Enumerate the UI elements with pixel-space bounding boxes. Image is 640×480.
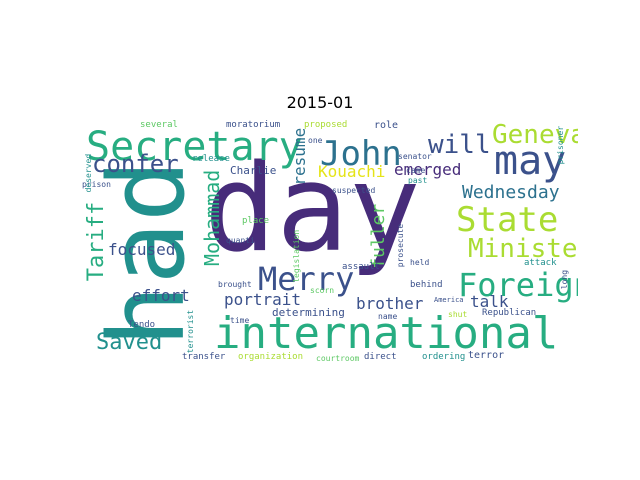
- cloud-word-wednesday: Wednesday: [462, 182, 560, 203]
- cloud-word-minister: Minister: [468, 234, 578, 264]
- cloud-word-portrait: portrait: [224, 290, 301, 309]
- cloud-word-had: had: [86, 159, 208, 347]
- cloud-word-merry: Merry: [258, 260, 354, 298]
- cloud-word-brought: brought: [218, 280, 252, 289]
- cloud-word-mohammad: Mohammad: [200, 170, 224, 266]
- cloud-word-proposed: proposed: [304, 120, 347, 130]
- cloud-word-several: several: [140, 120, 178, 130]
- cloud-word-role: role: [374, 120, 398, 131]
- cloud-word-state: State: [456, 200, 558, 240]
- cloud-word-time: time: [230, 316, 249, 325]
- cloud-word-kouachi: Kouachi: [318, 162, 385, 181]
- cloud-word-determining: determining: [272, 306, 345, 319]
- cloud-word-organization: organization: [238, 352, 303, 362]
- word-cloud: had day international Secretary John may will G…: [82, 120, 578, 368]
- cloud-word-brother: brother: [356, 294, 424, 313]
- figure-title: 2015-01: [286, 93, 354, 112]
- cloud-word-day: day: [204, 140, 421, 279]
- cloud-word-deserved: deserved: [84, 154, 93, 193]
- cloud-word-prisoner: prisoner: [556, 126, 565, 165]
- cloud-word-held: held: [410, 258, 429, 267]
- cloud-word-prosecute: prosecute: [396, 224, 405, 268]
- cloud-word-legislation: legislation: [292, 230, 301, 283]
- cloud-word-tariff: Tariff: [84, 202, 109, 281]
- cloud-word-tendo: Tendo: [128, 320, 155, 330]
- cloud-word-confer: confer: [92, 150, 179, 178]
- cloud-word-foreign: Foreign: [458, 266, 578, 304]
- cloud-word-international: international: [214, 308, 558, 359]
- cloud-word-release: release: [192, 154, 230, 164]
- cloud-word-saved: Saved: [96, 330, 162, 355]
- cloud-word-scorn: scorn: [310, 286, 334, 295]
- cloud-word-past: past: [408, 176, 427, 185]
- cloud-word-shut: shut: [448, 310, 467, 319]
- cloud-word-came: came: [406, 166, 425, 175]
- cloud-word-courtroom: courtroom: [316, 354, 360, 363]
- cloud-word-suspected: suspected: [332, 186, 376, 195]
- cloud-word-fuller: fuller: [368, 204, 389, 269]
- cloud-word-place: place: [242, 216, 269, 226]
- cloud-word-terror: terror: [468, 350, 504, 361]
- cloud-word-name: name: [378, 312, 397, 321]
- cloud-word-terrorist: terrorist: [186, 310, 195, 354]
- cloud-word-will: will: [428, 130, 491, 160]
- cloud-word-geneva: Geneva: [492, 120, 578, 150]
- cloud-word-secretary: Secretary: [86, 124, 303, 170]
- cloud-word-republican: Republican: [482, 308, 536, 318]
- cloud-word-direct: direct: [364, 352, 397, 362]
- cloud-word-ordering: ordering: [422, 352, 465, 362]
- cloud-word-effort: effort: [132, 286, 190, 305]
- cloud-word-one: one: [308, 136, 323, 145]
- cloud-word-emerged: emerged: [394, 160, 461, 179]
- cloud-word-senator: senator: [398, 152, 432, 161]
- cloud-word-resume: resume: [290, 128, 309, 186]
- cloud-word-attack: attack: [524, 258, 557, 268]
- cloud-word-quanti: quanti: [226, 236, 255, 245]
- cloud-word-behind: behind: [410, 280, 443, 290]
- cloud-word-long: long: [560, 270, 569, 289]
- cloud-word-talk: talk: [470, 292, 509, 311]
- cloud-word-transfer: transfer: [182, 352, 226, 362]
- cloud-word-may: may: [494, 138, 566, 184]
- cloud-word-john: John: [320, 134, 402, 174]
- cloud-word-assault: assault: [342, 262, 380, 272]
- cloud-word-moratorium: moratorium: [226, 120, 280, 130]
- cloud-word-charlie: Charlie: [230, 164, 276, 177]
- cloud-word-prison: prison: [82, 180, 111, 189]
- cloud-word-america: America: [434, 296, 464, 304]
- cloud-word-focused: focused: [108, 240, 175, 259]
